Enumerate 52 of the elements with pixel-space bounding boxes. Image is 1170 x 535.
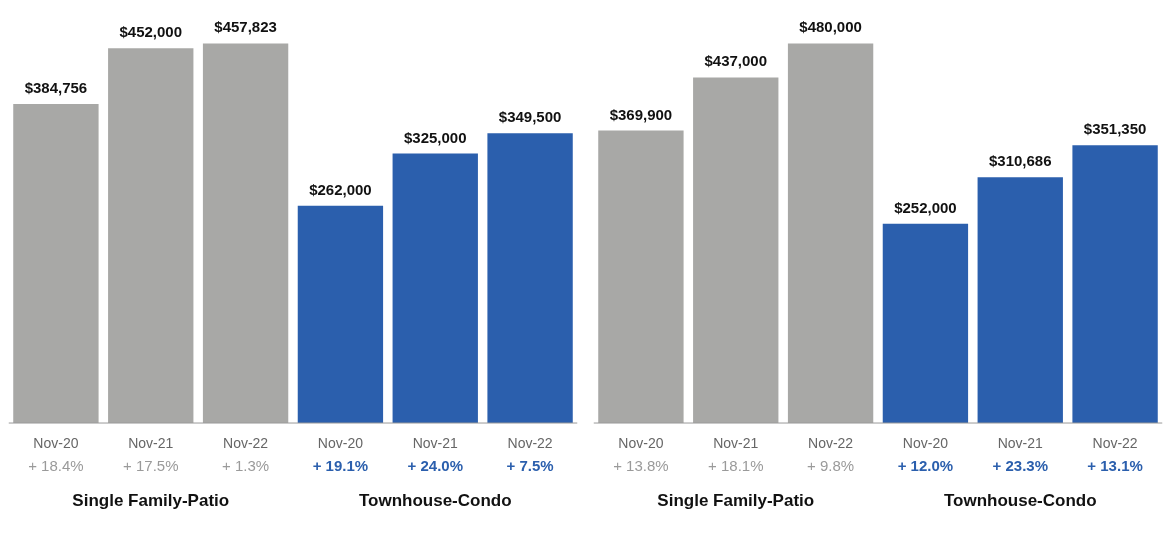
text: + 17.5% — [123, 457, 179, 475]
data-label: $325,000 — [403, 128, 467, 146]
text: + 13.8% — [613, 457, 669, 475]
bar — [13, 104, 99, 424]
x-tick-label: Nov-22 — [507, 435, 553, 452]
bar — [202, 43, 289, 424]
text: + 13.1% — [1087, 457, 1143, 475]
bar — [1072, 145, 1158, 424]
data-label: $310,686 — [988, 152, 1052, 170]
x-tick-label: Nov-22 — [223, 435, 269, 452]
data-label: $384,756 — [24, 79, 88, 97]
text: + 7.5% — [506, 457, 554, 475]
bar — [392, 153, 478, 424]
bar — [487, 133, 573, 424]
data-label: $349,500 — [498, 108, 562, 126]
x-tick-label: Nov-21 — [713, 435, 759, 452]
text: + 24.0% — [407, 457, 463, 475]
bar — [882, 223, 969, 424]
x-tick-label: Nov-22 — [808, 435, 854, 452]
data-label: $480,000 — [799, 18, 862, 36]
text: Single Family-Patio — [72, 491, 230, 511]
x-tick-label: Nov-20 — [902, 435, 949, 452]
data-label: $437,000 — [704, 52, 768, 70]
x-tick-label: Nov-21 — [997, 435, 1044, 452]
bar — [977, 177, 1063, 424]
text: Single Family-Patio — [657, 491, 815, 511]
data-label: $351,350 — [1083, 120, 1147, 138]
data-label: $262,000 — [309, 180, 372, 198]
data-label: $369,900 — [609, 105, 673, 123]
bar — [297, 205, 384, 424]
text: Townhouse-Condo — [358, 491, 512, 511]
data-label: $252,000 — [894, 198, 957, 216]
text: + 18.1% — [708, 457, 764, 475]
x-tick-label: Nov-21 — [128, 435, 174, 452]
text: + 9.8% — [807, 457, 855, 475]
text: + 1.3% — [222, 457, 270, 475]
text: + 19.1% — [312, 457, 369, 475]
x-tick-label: Nov-20 — [317, 435, 364, 452]
x-tick-label: Nov-20 — [33, 435, 79, 452]
text: + 12.0% — [897, 457, 954, 475]
text: + 23.3% — [992, 457, 1048, 475]
x-tick-label: Nov-22 — [1092, 435, 1138, 452]
text: Townhouse-Condo — [943, 491, 1097, 511]
x-tick-label: Nov-20 — [618, 435, 664, 452]
bar — [598, 130, 684, 424]
bar — [787, 43, 874, 424]
data-label: $457,823 — [214, 18, 277, 36]
data-label: $452,000 — [119, 23, 183, 41]
bar — [693, 77, 779, 424]
bar — [108, 48, 194, 424]
x-tick-label: Nov-21 — [412, 435, 459, 452]
text: + 18.4% — [28, 457, 84, 475]
